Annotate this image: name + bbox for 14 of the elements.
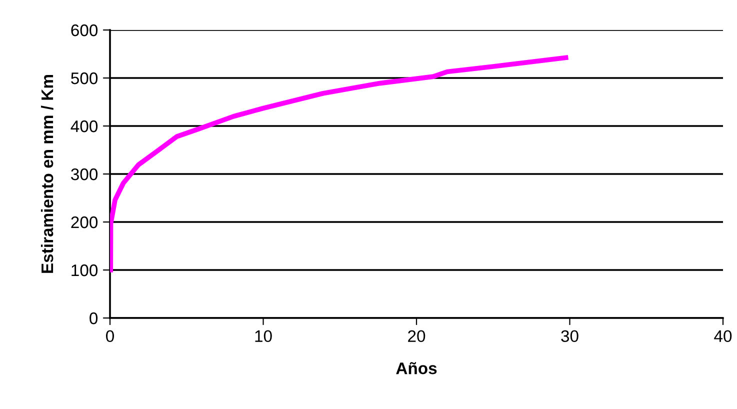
y-tick-label: 300 xyxy=(71,168,98,180)
y-tick-label: 500 xyxy=(71,72,98,84)
x-tick-label: 10 xyxy=(255,330,272,342)
y-tick-label: 600 xyxy=(71,24,98,36)
x-axis-title: Años xyxy=(396,362,437,374)
x-tick-label: 20 xyxy=(408,330,426,342)
x-tick-label: 30 xyxy=(561,330,578,342)
x-tick-label: 0 xyxy=(106,330,114,342)
y-tick-label: 200 xyxy=(71,216,98,228)
x-tick-label: 40 xyxy=(714,330,732,342)
y-tick-label: 0 xyxy=(90,312,98,324)
y-axis-title: Estiramiento en mm / Km xyxy=(40,75,54,273)
y-tick-label: 100 xyxy=(72,264,98,276)
y-tick-label: 400 xyxy=(70,120,98,132)
